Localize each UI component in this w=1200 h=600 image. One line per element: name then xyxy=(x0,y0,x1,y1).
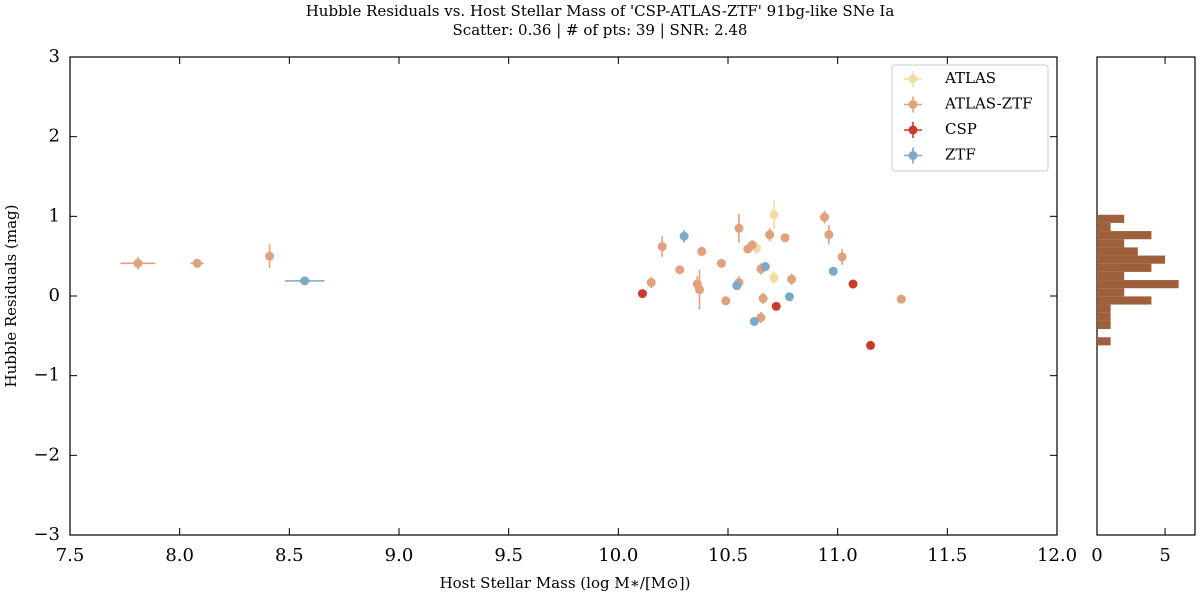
x-tick-label: 0 xyxy=(1091,545,1102,566)
data-point xyxy=(756,313,766,323)
x-tick-label: 12.0 xyxy=(1037,545,1077,566)
histogram-bar xyxy=(1097,214,1125,223)
legend-marker xyxy=(908,151,918,160)
legend-label: CSP xyxy=(945,120,977,138)
data-point xyxy=(820,212,830,222)
histogram-bar xyxy=(1097,280,1179,289)
y-tick-label: −2 xyxy=(33,444,60,465)
histogram-bar xyxy=(1097,296,1152,305)
x-tick-label: 8.0 xyxy=(165,545,194,566)
data-point xyxy=(657,242,667,252)
data-point xyxy=(824,230,834,240)
chart-title: Hubble Residuals vs. Host Stellar Mass o… xyxy=(306,2,895,20)
x-tick-label: 11.0 xyxy=(818,545,858,566)
data-point xyxy=(697,246,707,256)
data-point xyxy=(848,279,858,289)
histogram-bar xyxy=(1097,288,1125,297)
x-tick-label: 11.5 xyxy=(927,545,967,566)
data-point xyxy=(265,251,275,261)
legend-label: ZTF xyxy=(945,146,976,164)
histogram-bar xyxy=(1097,247,1138,256)
data-point xyxy=(784,292,794,302)
histogram-bar xyxy=(1097,231,1152,240)
y-axis-label: Hubble Residuals (mag) xyxy=(2,205,20,388)
x-tick-label: 5 xyxy=(1159,545,1170,566)
data-point xyxy=(896,294,906,304)
y-tick-label: 0 xyxy=(49,285,60,306)
y-tick-label: 2 xyxy=(49,126,60,147)
legend-marker xyxy=(908,125,918,135)
y-tick-label: −3 xyxy=(33,524,60,545)
data-point xyxy=(758,293,768,303)
histogram-bar xyxy=(1097,263,1152,272)
x-axis-label: Host Stellar Mass (log M∗/[M⊙]) xyxy=(440,574,691,592)
histogram-bar xyxy=(1097,271,1125,281)
y-tick-label: −1 xyxy=(33,365,60,386)
data-point xyxy=(300,276,310,286)
legend-label: ATLAS xyxy=(944,69,996,87)
data-point xyxy=(765,230,775,240)
data-point xyxy=(787,274,797,284)
data-point xyxy=(133,258,143,268)
data-point xyxy=(866,340,876,350)
legend-marker xyxy=(908,74,918,84)
data-point xyxy=(675,265,685,275)
data-point xyxy=(637,289,647,299)
data-point xyxy=(780,233,790,243)
data-point xyxy=(694,285,704,295)
data-point xyxy=(747,240,757,250)
data-point xyxy=(646,277,656,287)
data-point xyxy=(769,273,779,283)
data-point xyxy=(760,262,770,272)
data-point xyxy=(734,223,744,233)
data-point xyxy=(749,316,759,326)
data-point xyxy=(679,231,689,241)
x-tick-label: 9.5 xyxy=(494,545,523,566)
legend-label: ATLAS-ZTF xyxy=(944,95,1033,113)
data-point xyxy=(721,296,731,306)
histogram-bar xyxy=(1097,255,1166,264)
data-point xyxy=(837,252,847,262)
histogram-bar xyxy=(1097,239,1125,248)
histogram-bar xyxy=(1097,320,1111,330)
legend-marker xyxy=(908,100,918,109)
histogram-bar xyxy=(1097,304,1111,313)
histogram-bar xyxy=(1097,312,1111,321)
data-point xyxy=(732,281,742,291)
histogram-bar xyxy=(1097,337,1111,346)
data-point xyxy=(769,210,779,220)
data-point xyxy=(192,258,202,268)
x-tick-label: 10.0 xyxy=(598,545,638,566)
data-point xyxy=(828,266,838,276)
x-tick-label: 9.0 xyxy=(385,545,414,566)
x-tick-label: 10.5 xyxy=(708,545,748,566)
x-tick-label: 8.5 xyxy=(275,545,304,566)
data-point xyxy=(716,258,726,268)
x-tick-label: 7.5 xyxy=(56,545,85,566)
y-tick-label: 3 xyxy=(49,46,60,67)
data-point xyxy=(771,301,781,311)
legend-box xyxy=(891,64,1049,172)
histogram-bar xyxy=(1097,222,1111,232)
chart-subtitle: Scatter: 0.36 | # of pts: 39 | SNR: 2.48 xyxy=(453,21,748,39)
y-tick-label: 1 xyxy=(49,205,60,226)
